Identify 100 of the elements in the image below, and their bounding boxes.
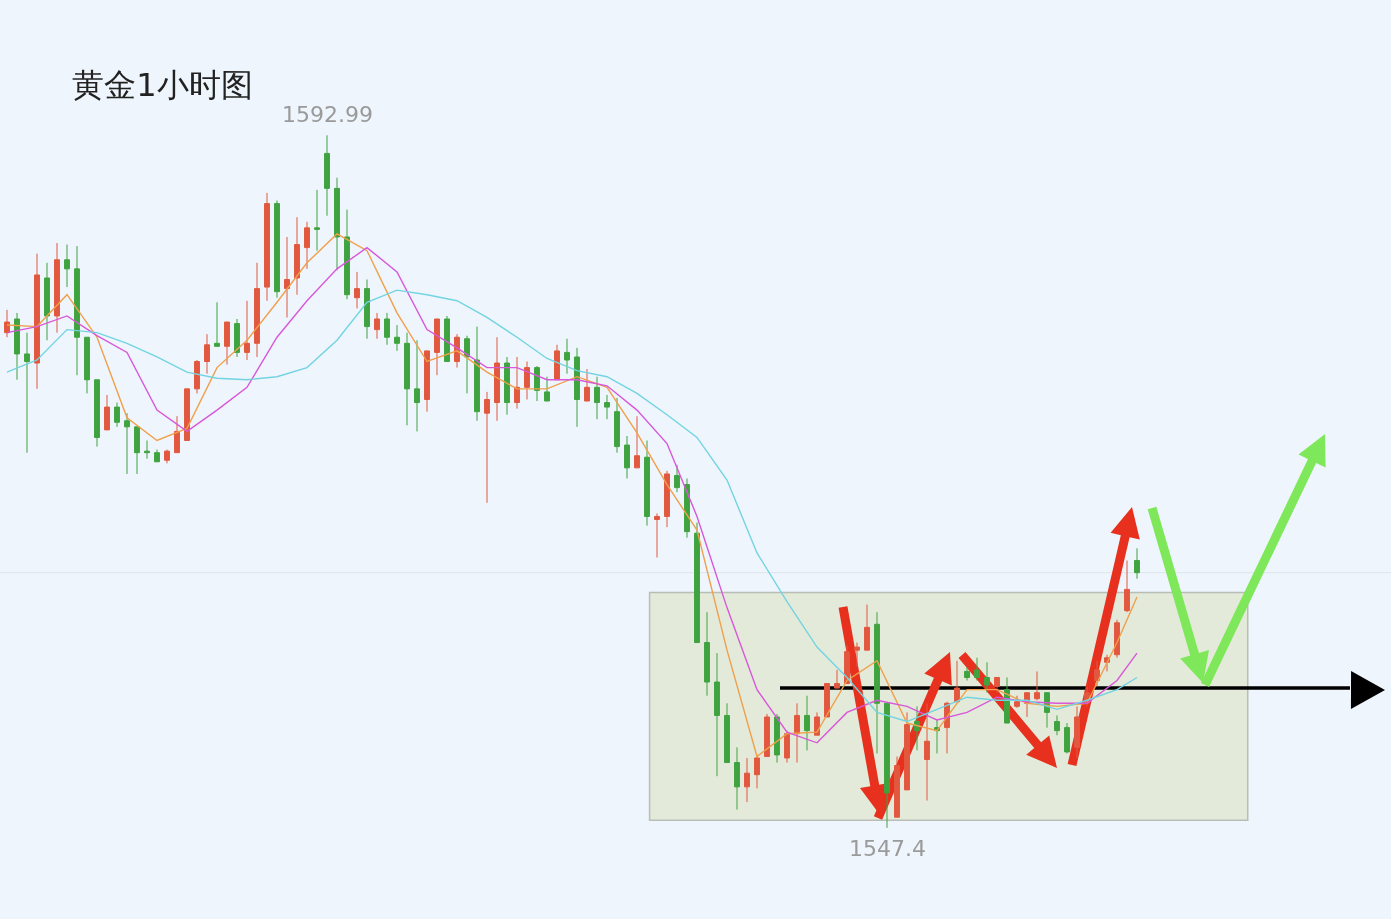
candlestick <box>404 332 410 426</box>
candlestick <box>1134 547 1140 580</box>
candlestick <box>344 209 350 300</box>
candlestick <box>564 338 570 375</box>
candlestick <box>464 335 470 394</box>
candlestick <box>334 177 340 271</box>
candlestick <box>964 666 970 682</box>
annotation: 1592.99 <box>282 102 373 127</box>
candlestick <box>724 702 730 764</box>
candlestick <box>494 336 500 422</box>
candlestick <box>884 702 890 829</box>
candlestick <box>54 242 60 334</box>
candlestick <box>614 397 620 454</box>
candlestick <box>734 746 740 811</box>
candlestick <box>384 312 390 346</box>
candlestick <box>94 379 100 448</box>
candlestick <box>374 312 380 340</box>
candlestick <box>894 755 900 818</box>
candlestick <box>1114 619 1120 659</box>
candlestick <box>824 683 830 718</box>
candlestick <box>804 695 810 751</box>
candlestick <box>544 376 550 402</box>
candlestick <box>304 221 310 270</box>
candlestick <box>904 711 910 791</box>
candlestick <box>114 402 120 428</box>
candlestick <box>264 192 270 302</box>
candlestick <box>64 244 70 288</box>
candlestick <box>1094 660 1100 688</box>
candlestick <box>14 312 20 381</box>
candlestick <box>994 676 1000 694</box>
candlestick <box>604 394 610 420</box>
candlestick <box>974 657 980 682</box>
candlestick <box>84 336 90 394</box>
candlestick <box>714 652 720 777</box>
candlestick <box>1124 560 1130 613</box>
candlestick <box>314 189 320 252</box>
candlestick <box>644 440 650 527</box>
candlestick <box>104 394 110 431</box>
candlestick <box>164 449 170 464</box>
candlestick <box>584 368 590 402</box>
candlestick <box>174 415 180 454</box>
candlestick <box>1074 705 1080 759</box>
candlestick <box>294 216 300 296</box>
candlestick <box>794 702 800 764</box>
candlestick <box>154 449 160 463</box>
candlestick <box>144 440 150 460</box>
candlestick <box>394 324 400 352</box>
candlestick <box>324 134 330 217</box>
candlestick <box>34 253 40 390</box>
candlestick <box>1014 695 1020 709</box>
candlestick <box>654 512 660 558</box>
candlestick <box>274 200 280 299</box>
candlestick <box>254 262 260 358</box>
candlestick <box>784 730 790 764</box>
candlestick <box>874 611 880 754</box>
candlestick <box>124 412 130 475</box>
candlestick <box>134 426 140 475</box>
candlestick <box>184 388 190 442</box>
annotation: 1547.4 <box>849 836 926 861</box>
candlestick <box>224 321 230 366</box>
candlestick <box>234 318 240 358</box>
candlestick <box>554 344 560 381</box>
candlestick <box>284 236 290 318</box>
candlestick <box>504 356 510 416</box>
candlestick <box>694 522 700 644</box>
candlestick <box>514 356 520 410</box>
candlestick <box>204 333 210 375</box>
candlestick <box>24 332 30 454</box>
candlestick <box>1034 670 1040 701</box>
candlestick <box>914 705 920 751</box>
candlestick <box>524 361 530 400</box>
candlestick <box>434 318 440 376</box>
candlestick <box>194 359 200 394</box>
candlestick <box>414 339 420 432</box>
candlestick <box>664 470 670 528</box>
candlestick <box>444 315 450 363</box>
candlestick <box>1054 714 1060 736</box>
candlestick <box>744 757 750 803</box>
candlestick <box>44 262 50 341</box>
candlestick <box>354 271 360 309</box>
candlestick <box>754 754 760 789</box>
candlestick <box>634 415 640 469</box>
candlestick <box>214 301 220 347</box>
candlestick <box>834 669 840 689</box>
candlestick <box>244 300 250 361</box>
candlestick <box>954 660 960 703</box>
candlestick <box>484 391 490 504</box>
text: 黄金1小时图 <box>72 66 253 105</box>
candlestick <box>594 376 600 420</box>
candlestick <box>984 661 990 694</box>
candlestick <box>854 642 860 668</box>
candlestick <box>624 435 630 479</box>
candlestick <box>424 350 430 413</box>
candlestick <box>774 713 780 764</box>
candlestick <box>924 702 930 802</box>
candlestick <box>1064 722 1070 754</box>
candlestick <box>474 326 480 422</box>
candlestick <box>364 279 370 340</box>
candlestick <box>74 245 80 376</box>
candlestick <box>674 464 680 493</box>
